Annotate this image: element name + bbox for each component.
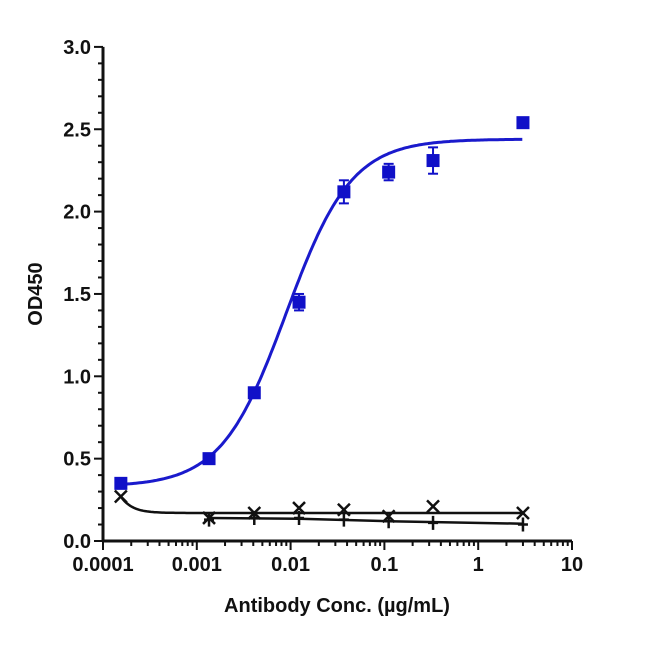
y-tick-label: 2.0 [63, 202, 91, 224]
x-axis-title: Antibody Conc. (µg/mL) [224, 595, 450, 617]
antibody-data-point [292, 295, 306, 309]
control1-fit-curve [119, 495, 523, 515]
control2-data-point [294, 510, 305, 525]
y-tick-label: 1.5 [63, 284, 91, 306]
y-tick-label: 1.0 [63, 366, 91, 388]
data-points [113, 116, 530, 532]
control1-data-point [113, 489, 128, 504]
control2-data-point [338, 512, 349, 527]
control2-data-point [428, 515, 439, 530]
antibody-data-point [202, 452, 216, 466]
y-tick-label: 0.5 [63, 449, 91, 471]
antibody-data-point [114, 476, 128, 490]
control2-data-point [517, 517, 528, 532]
x-tick-label: 10 [561, 554, 583, 576]
y-tick-label: 0.0 [63, 531, 91, 553]
antibody-data-point [337, 185, 351, 199]
antibody-data-point [382, 165, 396, 179]
fit-curves [119, 137, 523, 525]
x-axis: 0.0001 0.001 0.01 0.1 1 10 [72, 539, 583, 576]
y-axis: 0.0 0.5 1.0 1.5 2.0 2.5 3.0 [63, 37, 105, 553]
x-tick-label: 0.1 [370, 554, 398, 576]
y-tick-label: 2.5 [63, 119, 91, 141]
control1-data-point [426, 499, 440, 514]
control2-data-point [204, 512, 215, 527]
x-tick-label: 0.0001 [72, 554, 133, 576]
x-tick-label: 1 [473, 554, 484, 576]
control2-data-point [249, 510, 260, 525]
x-tick-label: 0.01 [271, 554, 310, 576]
antibody-data-point [426, 154, 440, 168]
antibody-data-point [247, 386, 261, 400]
antibody-data-point [516, 116, 530, 130]
antibody-fit-curve [120, 137, 523, 486]
control1-data-point [292, 501, 306, 515]
control2-data-point [383, 514, 394, 529]
y-tick-label: 3.0 [63, 37, 91, 59]
control1-data-point [516, 506, 530, 520]
control1-data-point [337, 502, 351, 517]
y-axis-title: OD450 [25, 262, 47, 325]
x-tick-label: 0.001 [172, 554, 222, 576]
